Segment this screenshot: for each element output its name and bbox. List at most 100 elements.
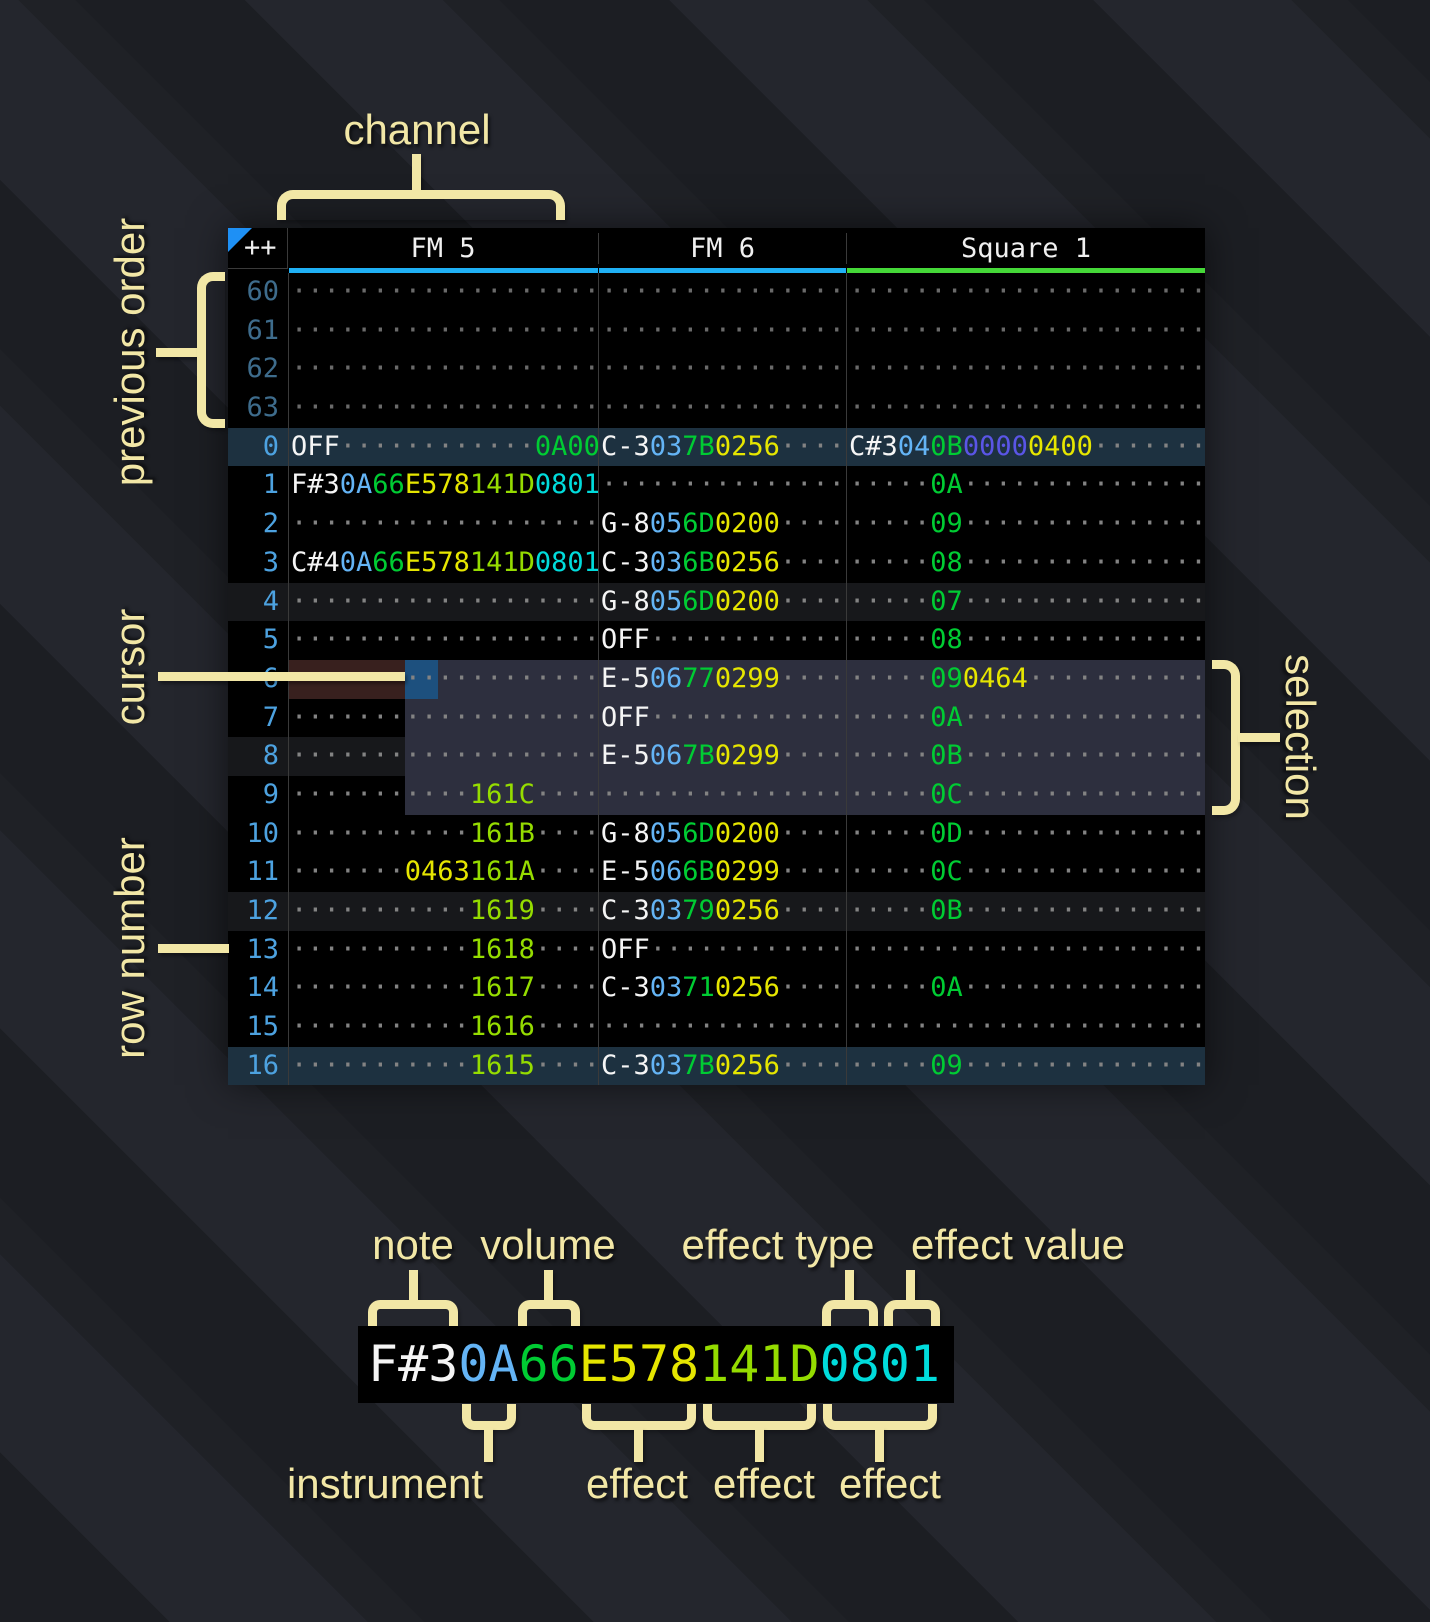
pattern-cell-fm5[interactable]: ···········161C····	[288, 775, 598, 815]
pattern-cell-sq1[interactable]: ·····07···············	[846, 582, 1205, 622]
empty-slots: ····	[534, 895, 598, 926]
pattern-cell-fm6[interactable]: ···············	[598, 1008, 846, 1047]
order-corner-cell[interactable]: ++	[228, 228, 288, 268]
pattern-cell-sq1[interactable]: ·····08···············	[846, 543, 1205, 583]
pattern-cell-sq1[interactable]: ·····0A···············	[846, 969, 1205, 1009]
pattern-cell-sq1[interactable]: ·····090464···········	[846, 659, 1205, 699]
selection-region[interactable]	[405, 660, 1205, 815]
pattern-cell-fm5[interactable]: ···················	[288, 505, 598, 544]
empty-slots: ····	[779, 856, 845, 888]
pattern-cell-sq1[interactable]: C#3040B00000400·······	[846, 427, 1205, 467]
pattern-cell-sq1[interactable]: ·····0A···············	[846, 466, 1205, 506]
pattern-cell-fm6[interactable]: ···············	[598, 350, 846, 390]
empty-slots: ···················	[291, 508, 598, 540]
pattern-cell-fm5[interactable]: ···········1616····	[288, 1008, 598, 1047]
pattern-cell-fm6[interactable]: E-506770299····	[598, 659, 846, 699]
pattern-cell-fm6[interactable]: C-303710256····	[598, 969, 846, 1009]
pattern-row: 9 ···········161C···· ··············· ·····…	[228, 775, 1205, 815]
channel-header-fm-5[interactable]: FM 5	[410, 232, 476, 264]
empty-slots: ···············	[601, 353, 845, 385]
pattern-cell-fm6[interactable]: ···············	[598, 389, 846, 428]
channel-color-bars	[228, 268, 1205, 273]
pattern-cell-sq1[interactable]: ·····09···············	[846, 1046, 1205, 1086]
pattern-cell-fm5[interactable]: ···········1615····	[288, 1046, 598, 1086]
pattern-cell-fm6[interactable]: ···············	[598, 311, 846, 351]
pattern-cell-fm6[interactable]: G-8056D0200····	[598, 582, 846, 622]
pattern-cell-fm5[interactable]: ···········1618····	[288, 930, 598, 970]
pattern-cell-fm6[interactable]: OFF············	[598, 930, 846, 970]
pattern-cell-fm5[interactable]: ·······0463161A····	[288, 853, 598, 892]
pattern-cell-fm5[interactable]: ···················	[288, 621, 598, 660]
channel-color-bar	[288, 268, 598, 273]
empty-slots: ·······	[1092, 430, 1205, 462]
pattern-cell-fm6[interactable]: E-5067B0299····	[598, 737, 846, 776]
pattern-cell-fm5[interactable]: F#30A66E578141D0801	[288, 466, 598, 506]
pattern-cell-sq1[interactable]: ·····0C···············	[846, 775, 1205, 815]
empty-slots: ····	[779, 546, 845, 578]
pattern-row: 6···················E-506770299·········…	[228, 659, 1205, 699]
pattern-cell-fm6[interactable]: ···············	[598, 775, 846, 815]
empty-slots: ···············	[962, 895, 1205, 926]
pattern-cell-fm6[interactable]: OFF············	[598, 621, 846, 660]
empty-slots: ····	[534, 972, 598, 1004]
pattern-cell-sq1[interactable]: ······················	[846, 389, 1205, 428]
pattern-cell-sq1[interactable]: ·····0D···············	[846, 814, 1205, 854]
row-number: 8	[262, 740, 279, 772]
pattern-cell-sq1[interactable]: ·····09···············	[846, 505, 1205, 544]
pattern-cell-sq1[interactable]: ·····0B···············	[846, 892, 1205, 931]
pattern-editor: ++ FM 5 FM 6 Square 1 60 ··················…	[228, 228, 1205, 1086]
effect-stem-3	[875, 1428, 884, 1462]
pattern-cell-sq1[interactable]: ······················	[846, 930, 1205, 970]
empty-slots: ····	[779, 817, 845, 849]
pattern-cell-fm5[interactable]: ···········161B····	[288, 814, 598, 854]
pattern-cell-sq1[interactable]: ·····0C···············	[846, 853, 1205, 892]
channel-header-square-1[interactable]: Square 1	[846, 232, 1205, 264]
pattern-row: 62 ··················· ··············· ····…	[228, 350, 1205, 390]
empty-slots: ······················	[849, 353, 1205, 385]
pattern-fxL: 141D	[469, 546, 535, 578]
empty-slots: ······················	[849, 1011, 1205, 1043]
pattern-note: OFF	[291, 430, 340, 462]
pattern-row: 7 ··················· OFF············ ·····…	[228, 698, 1205, 738]
selection-label: selection	[1277, 654, 1324, 820]
pattern-cell-fm6[interactable]: C-3037B0256····	[598, 1046, 846, 1086]
pattern-cell-fm5[interactable]: ···········1617····	[288, 969, 598, 1009]
pattern-cell-sq1[interactable]: ······················	[846, 311, 1205, 351]
pattern-cell-sq1[interactable]: ·····0A···············	[846, 698, 1205, 738]
pattern-cell-fm6[interactable]: C-303790256····	[598, 892, 846, 931]
pattern-cell-fm6[interactable]: ···············	[598, 273, 846, 312]
pattern-cell-fm6[interactable]: C-3036B0256····	[598, 543, 846, 583]
pattern-cell-sq1[interactable]: ······················	[846, 273, 1205, 312]
pattern-cursor[interactable]	[405, 660, 438, 699]
pattern-cell-fm5[interactable]: ···················	[288, 311, 598, 351]
pattern-fxC: 0801	[534, 546, 598, 578]
pattern-cell-sq1[interactable]: ·····0B···············	[846, 737, 1205, 776]
pattern-cell-fm5[interactable]: ···················	[288, 389, 598, 428]
pattern-cell-fm6[interactable]: E-5066B0299····	[598, 853, 846, 892]
pattern-cell-fm6[interactable]: G-8056D0200····	[598, 814, 846, 854]
pattern-cell-fm6[interactable]: C-3037B0256····	[598, 427, 846, 467]
pattern-fxY: 0299	[714, 856, 780, 888]
pattern-cell-fm5[interactable]: ···················	[288, 273, 598, 312]
pattern-vol: 0A	[930, 972, 963, 1004]
pattern-vol: 71	[682, 972, 715, 1004]
empty-slots: ···············	[962, 469, 1205, 501]
pattern-cell-fm6[interactable]: ···············	[598, 466, 846, 506]
pattern-cell-sq1[interactable]: ······················	[846, 1008, 1205, 1047]
row-number: 0	[262, 430, 279, 462]
pattern-cell-fm5[interactable]: ···················	[288, 582, 598, 622]
channel-header-fm-6[interactable]: FM 6	[598, 232, 846, 264]
pattern-cell-fm6[interactable]: G-8056D0200····	[598, 505, 846, 544]
pattern-cell-fm5[interactable]: C#40A66E578141D0801	[288, 543, 598, 583]
pattern-cell-fm6[interactable]: OFF············	[598, 698, 846, 738]
pattern-cell-sq1[interactable]: ·····08···············	[846, 621, 1205, 660]
pattern-cell-fm5[interactable]: ···················	[288, 737, 598, 776]
pattern-cell-fm5[interactable]: ···················	[288, 698, 598, 738]
empty-slots: ···············	[601, 276, 845, 307]
pattern-cell-sq1[interactable]: ······················	[846, 350, 1205, 390]
pattern-cell-fm5[interactable]: OFF············0A00	[288, 427, 598, 467]
effect-type-label: effect type	[681, 1221, 875, 1268]
pattern-cell-fm5[interactable]: ···········1619····	[288, 892, 598, 931]
pattern-cell-fm5[interactable]: ···················	[288, 350, 598, 390]
empty-slots: ·····	[849, 546, 931, 578]
